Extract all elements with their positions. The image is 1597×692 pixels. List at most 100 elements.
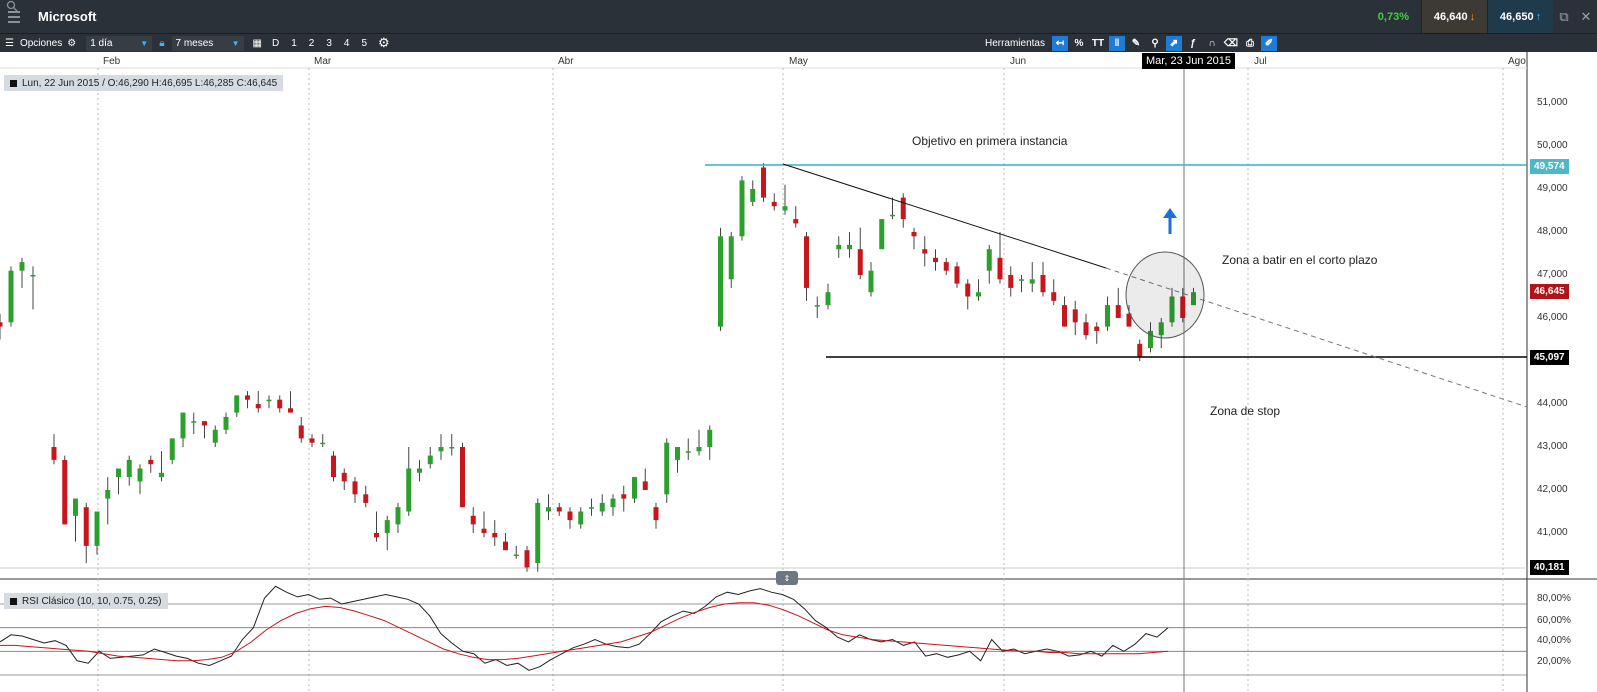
candle-body — [266, 399, 272, 402]
candle-body — [879, 219, 885, 250]
candle-body — [234, 395, 240, 413]
range-value: 7 meses — [175, 37, 214, 49]
candle-body — [1137, 343, 1143, 357]
candle-body — [782, 206, 788, 211]
candle-body — [599, 502, 605, 512]
candle-body — [19, 262, 25, 271]
candle-body — [954, 266, 960, 284]
rsi-label: RSI Clásico (10, 10, 0.75, 0.25) — [22, 595, 162, 607]
parallel-lines-icon[interactable]: ‖ — [1109, 36, 1125, 51]
candle-body — [30, 275, 36, 277]
candle-body — [890, 214, 895, 217]
pencil-icon[interactable]: ✎ — [1131, 38, 1141, 49]
candle-body — [180, 412, 186, 439]
candle-body — [417, 468, 422, 473]
range-select[interactable]: 7 meses ▼ — [171, 35, 244, 51]
draw-tools-icon[interactable]: ✐ — [1261, 36, 1277, 51]
price-tick: 49,000 — [1537, 183, 1568, 194]
candle-body — [1083, 322, 1089, 336]
rsi-tick: 80,00% — [1537, 593, 1571, 604]
target-annotation: Objetivo en primera instancia — [912, 134, 1068, 148]
candle-body — [51, 447, 57, 460]
candle-body — [707, 429, 713, 447]
candle-body — [202, 421, 207, 426]
period-button-5[interactable]: 5 — [361, 37, 368, 49]
candle-body — [857, 249, 863, 275]
magnet-icon[interactable]: ∩ — [1208, 38, 1216, 49]
rsi-tick: 60,00% — [1537, 615, 1571, 626]
buy-price-button[interactable]: 46,650 ↑ — [1487, 0, 1553, 33]
candle-body — [363, 494, 369, 503]
candle-body — [793, 219, 799, 224]
price-tick: 44,000 — [1537, 398, 1568, 409]
candle-body — [847, 244, 852, 250]
detach-window-icon[interactable]: ⧉ — [1559, 8, 1569, 24]
candle-body — [589, 507, 594, 509]
candle-body — [1072, 309, 1078, 323]
candle-body — [288, 408, 293, 413]
eraser-icon[interactable]: ⌫ — [1223, 38, 1239, 49]
candle-body — [1051, 292, 1057, 301]
candle-body — [728, 236, 734, 280]
options-button[interactable]: ☰ Opciones ⚙ — [0, 34, 81, 53]
calendar-icon[interactable]: ▦ — [252, 37, 262, 49]
rsi-signal-line — [0, 602, 1169, 662]
up-arrow-icon: ↑ — [1535, 10, 1542, 23]
candle-body — [976, 292, 981, 297]
trend-line-extension — [1105, 267, 1528, 408]
candle-body — [739, 180, 745, 237]
month-label-ago: Ago — [1508, 56, 1526, 67]
candle-body — [0, 322, 3, 327]
print-icon[interactable]: ⎙ — [1246, 38, 1254, 49]
list-icon: ☰ — [5, 37, 14, 49]
price-tick: 43,000 — [1537, 441, 1568, 452]
candle-body — [943, 262, 949, 271]
interval-select[interactable]: 1 día ▼ — [86, 35, 153, 51]
search-icon[interactable] — [6, 0, 18, 12]
candle-body — [900, 197, 906, 220]
candle-body — [632, 477, 637, 499]
candle-body — [836, 244, 842, 250]
candle-body — [685, 451, 691, 453]
period-button-1[interactable]: 1 — [291, 37, 297, 49]
fibonacci-icon[interactable]: ƒ — [1190, 38, 1196, 49]
ohlc-legend: Lun, 22 Jun 2015 / O:46,290 H:46,695 L:4… — [4, 75, 284, 91]
period-button-4[interactable]: 4 — [343, 37, 350, 49]
period-button-2[interactable]: 2 — [308, 37, 315, 49]
change-percent: 0,73% — [1377, 10, 1409, 23]
close-icon[interactable]: ✕ — [1580, 8, 1592, 24]
chart-area[interactable]: Lun, 22 Jun 2015 / O:46,290 H:46,695 L:4… — [0, 52, 1597, 692]
candle-body — [169, 438, 175, 460]
text-tool[interactable]: TT — [1091, 38, 1105, 49]
lock-icon[interactable]: 🔒︎ — [159, 37, 165, 49]
settings-gear-icon[interactable]: ⚙ — [378, 35, 390, 50]
percent-tool[interactable]: % — [1074, 38, 1084, 49]
sell-price-value: 46,640 — [1433, 10, 1468, 23]
tools-label: Herramientas — [984, 38, 1045, 49]
candle-body — [1062, 305, 1067, 327]
crosshair-tool-icon[interactable]: ↤ — [1052, 36, 1068, 51]
candle-body — [395, 507, 401, 525]
candle-body — [825, 292, 831, 306]
candle-body — [653, 507, 659, 521]
candle-body — [470, 515, 476, 525]
sell-price-button[interactable]: 46,640 ↓ — [1421, 0, 1487, 33]
candle-body — [1148, 330, 1153, 349]
rsi-tick: 20,00% — [1537, 656, 1571, 667]
period-button-3[interactable]: 3 — [326, 37, 332, 49]
price-tick: 41,000 — [1537, 527, 1568, 538]
candle-body — [320, 442, 326, 445]
legend-square-icon — [10, 597, 17, 605]
candle-body — [503, 541, 508, 551]
period-button-d[interactable]: D — [271, 37, 280, 49]
trend-line-icon[interactable]: ⬈ — [1166, 36, 1182, 51]
drawing-tools: Herramientas ↤ % TT ‖ ✎ ⚲ ⬈ ƒ ∩ ⌫ ⎙ ✐ — [985, 34, 1277, 53]
panel-resize-handle[interactable]: ⇕ — [776, 571, 798, 585]
candle-body — [771, 201, 777, 207]
hamburger-menu-icon[interactable] — [0, 0, 28, 33]
candle-body — [965, 283, 971, 297]
instrument-symbol[interactable]: Microsoft — [38, 9, 97, 24]
chart-toolbar: ☰ Opciones ⚙ 1 día ▼ 🔒︎ 7 meses ▼ ▦ D 1 2 … — [0, 33, 1597, 52]
pin-icon[interactable]: ⚲ — [1151, 38, 1159, 49]
low-price-tag: 40,181 — [1530, 560, 1569, 575]
